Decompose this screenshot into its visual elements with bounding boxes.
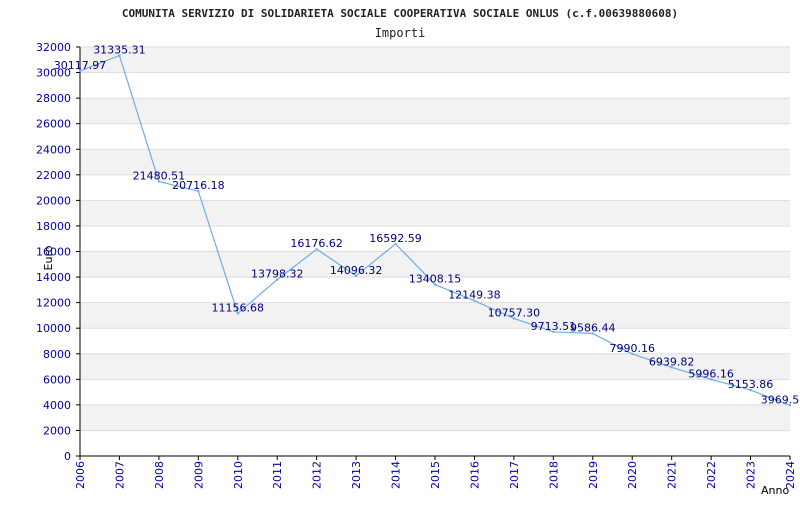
data-point [433, 283, 437, 286]
data-label: 7990.16 [609, 342, 655, 355]
data-point [473, 299, 476, 302]
x-tick-label: 2008 [153, 461, 166, 489]
y-tick-label: 16000 [36, 246, 71, 259]
grid-bands [80, 47, 790, 431]
data-label: 3969.5 [761, 393, 800, 406]
x-tick-label: 2010 [232, 461, 245, 489]
x-tick-label: 2021 [666, 461, 679, 489]
y-tick-label: 18000 [36, 220, 71, 233]
x-axis-title: Anno [761, 484, 789, 497]
x-tick-label: 2022 [705, 461, 718, 489]
grid-band [80, 98, 790, 124]
data-point [315, 248, 318, 251]
y-tick-label: 32000 [36, 41, 71, 54]
data-point [118, 54, 121, 57]
data-label: 21480.51 [133, 169, 186, 182]
x-tick-label: 2020 [626, 461, 639, 489]
x-axis-ticks: 2006 2007 2008 2009 2010 2011 2012 2013 2014 2015… [74, 456, 797, 489]
data-label: 6939.82 [649, 355, 695, 368]
series-group [78, 54, 792, 407]
data-label: 10757.30 [488, 307, 541, 320]
y-tick-label: 20000 [36, 194, 71, 207]
x-tick-label: 2014 [390, 461, 403, 489]
y-tick-label: 8000 [43, 348, 71, 361]
grid-band [80, 200, 790, 226]
x-tick-label: 2024 [784, 461, 797, 489]
data-point [197, 190, 200, 193]
x-tick-label: 2016 [468, 461, 481, 489]
data-label: 5153.86 [728, 378, 774, 391]
data-label: 12149.38 [448, 289, 501, 302]
y-tick-label: 12000 [36, 297, 71, 310]
y-axis-title: Euro [42, 245, 55, 270]
y-tick-label: 0 [64, 450, 71, 463]
data-label: 20716.18 [172, 179, 225, 192]
data-label: 16592.59 [369, 232, 422, 245]
x-tick-label: 2017 [508, 461, 521, 489]
y-tick-label: 24000 [36, 143, 71, 156]
data-label: 9713.51 [531, 320, 577, 333]
data-point [236, 312, 239, 315]
grid-band [80, 47, 790, 73]
data-point [749, 388, 752, 392]
y-tick-label: 22000 [36, 169, 71, 182]
chart-subtitle: Importi [375, 26, 426, 40]
data-point [394, 242, 397, 246]
data-label: 11156.68 [212, 301, 265, 314]
data-point [788, 404, 792, 407]
x-tick-label: 2011 [271, 461, 284, 489]
data-point [631, 352, 634, 356]
y-tick-label: 4000 [43, 399, 71, 412]
y-tick-label: 10000 [36, 322, 71, 335]
y-axis-ticks: 0 2000 4000 6000 8000 10000 12000 14000 16000 180… [36, 41, 80, 463]
x-tick-label: 2019 [587, 461, 600, 489]
grid-band [80, 251, 790, 278]
data-point [276, 278, 279, 281]
data-label: 13798.32 [251, 268, 304, 281]
data-label: 30117.97 [54, 59, 107, 72]
y-tick-label: 30000 [36, 67, 71, 80]
grid-lines [80, 46, 790, 457]
x-tick-label: 2007 [113, 461, 126, 489]
data-point [709, 378, 713, 381]
data-label: 9586.44 [570, 321, 616, 334]
grid-band [80, 149, 790, 175]
x-tick-label: 2009 [192, 461, 205, 489]
y-tick-label: 6000 [43, 373, 71, 386]
x-tick-label: 2015 [429, 461, 442, 489]
y-tick-label: 2000 [43, 424, 71, 437]
data-point [552, 330, 555, 334]
data-point [354, 274, 358, 278]
data-point [157, 180, 161, 183]
data-label: 31335.31 [93, 43, 146, 56]
x-tick-label: 2012 [311, 461, 324, 489]
data-point [591, 332, 594, 335]
grid-band [80, 302, 790, 329]
y-tick-label: 14000 [36, 271, 71, 284]
data-point [512, 317, 516, 320]
data-point [78, 69, 82, 73]
x-tick-label: 2013 [350, 461, 363, 489]
data-label: 16176.62 [290, 237, 343, 250]
data-label: 5996.16 [688, 367, 734, 380]
x-tick-label: 2018 [547, 461, 560, 489]
x-tick-label: 2006 [74, 461, 87, 489]
data-label: 13408.15 [409, 273, 462, 286]
data-label: 14096.32 [330, 264, 383, 277]
y-tick-label: 28000 [36, 92, 71, 105]
chart-title: COMUNITA SERVIZIO DI SOLIDARIETA SOCIALE… [122, 7, 678, 20]
y-tick-label: 26000 [36, 118, 71, 131]
x-tick-label: 2023 [745, 461, 758, 489]
grid-band [80, 404, 790, 431]
data-point [670, 366, 673, 369]
